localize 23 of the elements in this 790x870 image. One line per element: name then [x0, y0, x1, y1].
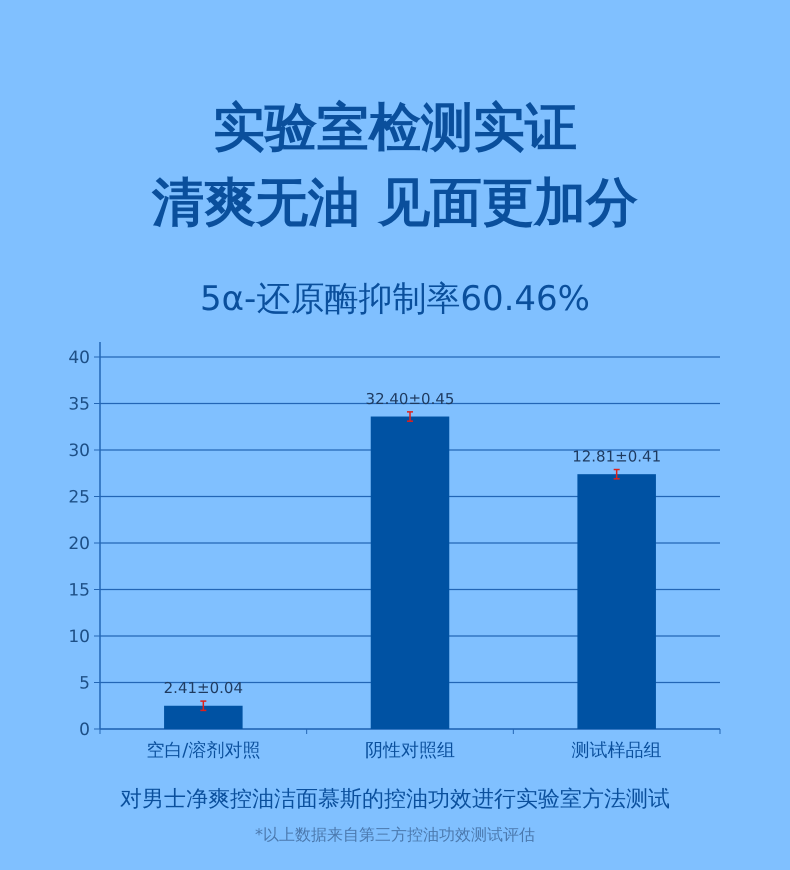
- annotation: 2.41±0.04: [164, 679, 244, 698]
- chart-subtitle: 清爽无油 见面更加分: [150, 173, 638, 233]
- x-tick-label: 空白/溶剂对照: [146, 740, 260, 761]
- y-tick-label: 5: [79, 674, 90, 694]
- bar: [370, 416, 450, 729]
- bar: [577, 474, 656, 729]
- annotation: 32.40±0.45: [366, 390, 454, 408]
- y-tick-label: 20: [68, 534, 90, 554]
- y-tick-label: 40: [68, 348, 90, 368]
- y-tick-label: 15: [68, 580, 90, 600]
- text: *以上数据来自第三方控油功效测试评估: [255, 825, 535, 844]
- y-tick-label: 30: [68, 441, 90, 461]
- chart-title: 实验室检测实证: [213, 98, 577, 158]
- bar: [164, 706, 243, 729]
- x-tick-label: 测试样品组: [572, 740, 662, 761]
- text: 5α-还原酶抑制率60.46%: [200, 279, 590, 319]
- x-tick-label: 阴性对照组: [365, 740, 455, 761]
- text: 对男士净爽控油洁面慕斯的控油功效进行实验室方法测试: [120, 787, 670, 812]
- y-tick-label: 10: [68, 627, 90, 647]
- y-tick-label: 25: [68, 488, 90, 508]
- y-tick-label: 0: [79, 720, 90, 740]
- annotation: 12.81±0.41: [572, 448, 662, 466]
- y-tick-label: 35: [68, 394, 90, 414]
